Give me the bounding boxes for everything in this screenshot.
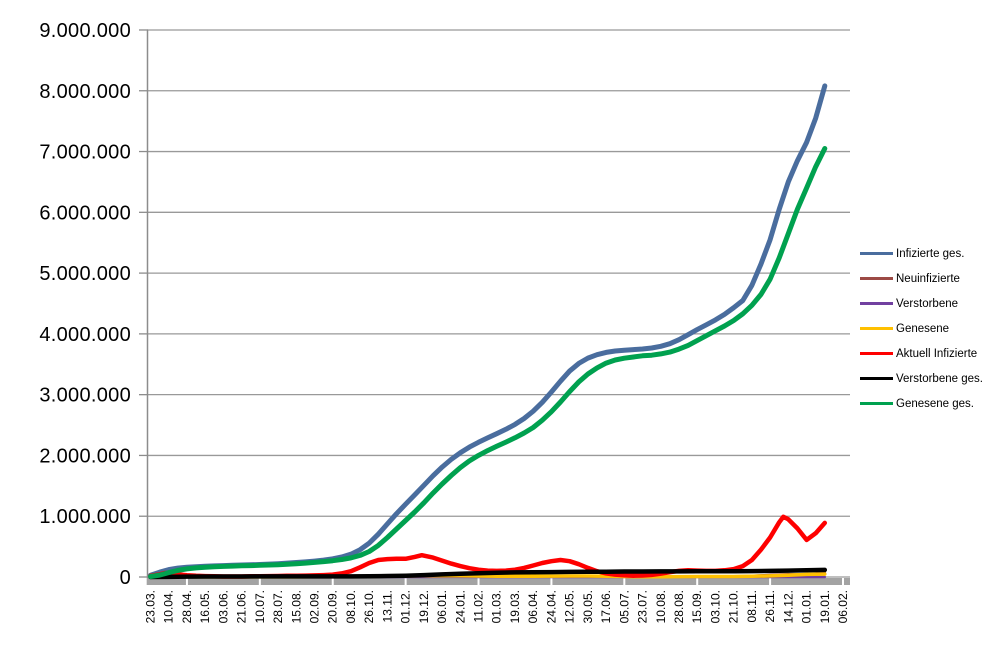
legend-line-swatch [860, 252, 893, 255]
x-axis-label: 30.05. [581, 590, 595, 623]
x-axis-label: 16.05. [198, 590, 212, 623]
x-axis-label: 19.01. [818, 590, 832, 623]
legend-item-label: Genesene ges. [896, 397, 975, 410]
x-axis-label: 12.05. [563, 590, 577, 623]
x-axis-label: 10.04. [162, 590, 176, 623]
legend-line-swatch [860, 352, 893, 355]
legend-item-label: Aktuell Infizierte [896, 347, 978, 360]
x-axis-tick-gap [258, 578, 261, 585]
x-axis-label: 20.09. [326, 590, 340, 623]
x-axis-label: 13.11. [380, 590, 394, 622]
x-axis-label: 14.12. [781, 590, 795, 623]
x-axis-label: 23.07. [636, 590, 650, 623]
legend-line-swatch [860, 377, 893, 380]
legend-item-label: Genesene [896, 322, 950, 335]
x-axis-label: 26.10. [362, 590, 376, 623]
x-axis-tick-gap [842, 578, 844, 585]
legend-item-label: Verstorbene [896, 297, 959, 310]
x-axis-bar [147, 578, 850, 585]
legend: Infizierte ges. Neuinfizierte Verstorbene G… [860, 241, 1006, 416]
x-axis-tick-gap [185, 578, 188, 585]
legend-line-swatch [860, 327, 893, 330]
y-axis-label: 3.000.000 [39, 385, 131, 407]
x-axis-label: 24.04. [544, 590, 558, 623]
legend-item: Verstorbene [860, 291, 1006, 316]
x-axis-label: 06.04. [526, 590, 540, 623]
y-axis-label: 8.000.000 [39, 81, 131, 103]
x-axis-label: 10.07. [253, 590, 267, 623]
legend-item: Genesene [860, 316, 1006, 341]
series-line-genesene-ges [148, 146, 828, 579]
series-line-verstorbene-ges [148, 567, 828, 580]
legend-item: Aktuell Infizierte [860, 341, 1006, 366]
x-axis-tick-gap [404, 578, 407, 585]
x-axis-label: 03.10. [708, 590, 722, 623]
x-axis-label: 15.08. [289, 590, 303, 623]
x-axis-tick-gap [769, 578, 772, 585]
x-axis-tick-gap [331, 578, 334, 585]
x-axis-label: 08.10. [344, 590, 358, 623]
x-axis-label: 21.10. [727, 590, 741, 623]
x-axis-label: 24.01. [453, 590, 467, 623]
x-axis-label: 28.04. [180, 590, 194, 623]
x-axis-label: 02.09. [308, 590, 322, 623]
y-axis-label: 5.000.000 [39, 263, 131, 285]
x-axis-tick-gap [550, 578, 553, 585]
legend-item-label: Neuinfizierte [896, 272, 960, 285]
x-axis-label: 28.08. [672, 590, 686, 623]
legend-item-label: Verstorbene ges. [896, 372, 983, 385]
x-axis-label: 06.01. [435, 590, 449, 623]
legend-item-label: Infizierte ges. [896, 247, 965, 260]
y-axis-label: 1.000.000 [39, 506, 131, 528]
x-axis-label: 01.03. [490, 590, 504, 623]
legend-line-swatch [860, 402, 893, 405]
y-axis-label: 6.000.000 [39, 202, 131, 224]
x-axis-label: 28.07. [271, 590, 285, 623]
x-axis-label: 23.03. [144, 590, 158, 623]
legend-item: Verstorbene ges. [860, 366, 1006, 391]
x-axis-label: 21.06. [235, 590, 249, 623]
x-axis-tick-gap [623, 578, 626, 585]
x-axis-label: 10.08. [654, 590, 668, 623]
y-axis-label: 2.000.000 [39, 445, 131, 467]
x-axis-label: 11.02. [472, 590, 486, 622]
y-axis-label: 4.000.000 [39, 324, 131, 346]
x-axis-label: 26.11. [763, 590, 777, 622]
series-line-infizierte-ges [148, 83, 828, 578]
y-axis-label: 0 [120, 567, 131, 589]
x-axis-label: 08.11. [745, 590, 759, 622]
x-axis-label: 01.01. [800, 590, 814, 623]
legend-item: Genesene ges. [860, 391, 1006, 416]
legend-line-swatch [860, 302, 893, 305]
x-axis-label: 01.12. [399, 590, 413, 623]
x-axis-tick-gap [477, 578, 480, 585]
x-axis-tick-gap [696, 578, 699, 585]
legend-item: Infizierte ges. [860, 241, 1006, 266]
legend-line-swatch [860, 277, 893, 280]
x-axis-label: 19.03. [508, 590, 522, 623]
x-axis-label: 06.02. [836, 590, 850, 623]
x-axis-label: 03.06. [216, 590, 230, 623]
y-axis-label: 9.000.000 [39, 20, 131, 42]
x-axis-label: 17.06. [599, 590, 613, 623]
x-axis-label: 19.12. [417, 590, 431, 623]
x-axis-label: 15.09. [690, 590, 704, 623]
y-axis-label: 7.000.000 [39, 142, 131, 164]
x-axis-label: 05.07. [617, 590, 631, 623]
legend-item: Neuinfizierte [860, 266, 1006, 291]
